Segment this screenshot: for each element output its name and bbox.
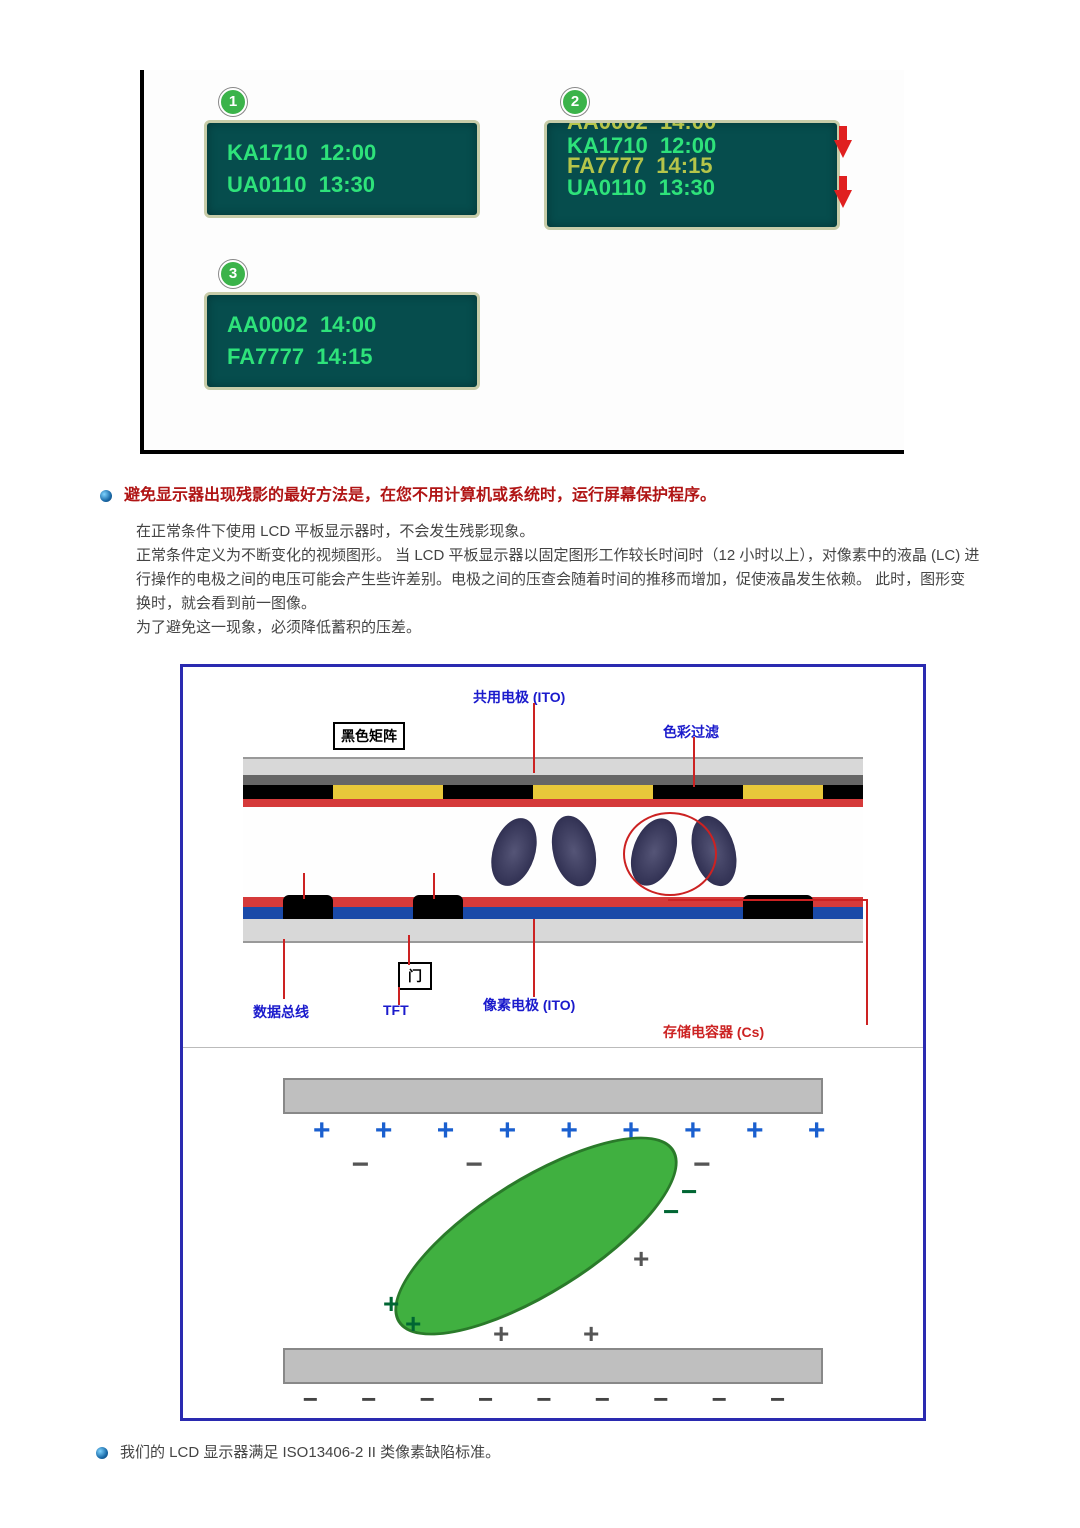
label-pixel-ito: 像素电极 (ITO) [483,995,575,1015]
minus-row-bottom: − − − − − − − − − [283,1384,823,1415]
cf3 [743,785,823,799]
panel2-line2: UA0110 13:30 [567,175,715,201]
highlight-circle [623,812,717,896]
plus-lc-2: + [405,1308,421,1340]
minus-lc-2: − [681,1176,697,1208]
lead-drain [433,873,435,899]
label-black-matrix: 黑色矩阵 [333,722,405,750]
display-panel-2: AA0002 14:00 KA1710 12:00 FA7777 14:15 U… [544,120,840,230]
bm2 [443,785,533,799]
top-electrode-bar [283,1078,823,1114]
badge-3: 3 [219,260,247,288]
label-gate: 门 [398,962,432,990]
bm4 [823,785,863,799]
lead-pixel [533,919,535,997]
panel3-line2: FA7777 14:15 [227,341,457,373]
lead-cs-v [866,899,868,1025]
common-electrode-layer [243,775,863,785]
plus-row: + + + + + + + + + [313,1114,843,1148]
display-panel-1: KA1710 12:00 UA0110 13:30 [204,120,480,218]
badge-1: 1 [219,88,247,116]
fig2-bottom-half: + + + + + + + + + − − − − + + + + + + − … [183,1048,923,1418]
lc-blob-1 [483,812,545,892]
section1-p2: 正常条件定义为不断变化的视频图形。 当 LCD 平板显示器以固定图形工作较长时间… [136,544,980,616]
section1-heading-row: 避免显示器出现残影的最好方法是，在您不用计算机或系统时，运行屏幕保护程序。 [100,484,980,508]
figure-afterimage-panels: 1 KA1710 12:00 UA0110 13:30 2 AA0002 14:… [140,70,904,454]
fig2-top-half: 共用电极 (ITO) 黑色矩阵 色彩过滤 源 耗用 Clc 门 数据总线 TFT… [183,667,923,1048]
plus-below-1: + [493,1318,509,1350]
minus-lc-1: − [663,1196,679,1228]
lead-gate [408,935,410,965]
bm1 [243,785,333,799]
bottom-electrode-bar [283,1348,823,1384]
label-tft: TFT [383,1002,409,1018]
badge-2: 2 [561,88,589,116]
red-layer [243,799,863,807]
section2-row: 我们的 LCD 显示器满足 ISO13406-2 II 类像素缺陷标准。 [96,1441,980,1465]
arrow-scroll-1 [834,140,852,158]
tft-bump1 [283,895,333,921]
section1-p3: 为了避免这一现象，必须降低蓄积的压差。 [136,616,980,640]
lead-common [533,703,535,773]
section1-body: 在正常条件下使用 LCD 平板显示器时，不会发生残影现象。 正常条件定义为不断变… [136,520,980,640]
lc-gap [243,807,863,897]
panel3-line1: AA0002 14:00 [227,309,457,341]
cf2 [533,785,653,799]
bullet-icon [100,490,112,502]
plus-lc-1: + [383,1288,399,1320]
plus-below-2: + [583,1318,599,1350]
plus-side: + [633,1243,649,1275]
lead-tft [398,987,400,1005]
section1-heading: 避免显示器出现残影的最好方法是，在您不用计算机或系统时，运行屏幕保护程序。 [124,484,716,508]
label-common-ito: 共用电极 (ITO) [473,687,565,707]
lc-blob-2 [545,811,603,891]
lead-cf [693,737,695,787]
bullet-icon-2 [96,1447,108,1459]
figure-lcd-cross-section: 共用电极 (ITO) 黑色矩阵 色彩过滤 源 耗用 Clc 门 数据总线 TFT… [180,664,926,1421]
panel1-line2: UA0110 13:30 [227,169,457,201]
label-data-bus: 数据总线 [253,1002,309,1022]
cf1 [333,785,443,799]
bm3 [653,785,743,799]
lead-cs-h [668,899,868,901]
label-color-filter: 色彩过滤 [663,722,719,742]
display-panel-3: AA0002 14:00 FA7777 14:15 [204,292,480,390]
panel1-line1: KA1710 12:00 [227,137,457,169]
section1-p1: 在正常条件下使用 LCD 平板显示器时，不会发生残影现象。 [136,520,980,544]
lead-databus [283,939,285,999]
lead-src [303,873,305,899]
bottom-glass [243,919,863,943]
arrow-scroll-2 [834,190,852,208]
tft-bump2 [413,895,463,921]
section2-text: 我们的 LCD 显示器满足 ISO13406-2 II 类像素缺陷标准。 [120,1441,500,1465]
label-storage-cap: 存储电容器 (Cs) [663,1022,764,1042]
